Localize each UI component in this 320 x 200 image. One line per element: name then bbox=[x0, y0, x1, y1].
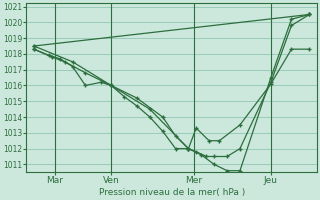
X-axis label: Pression niveau de la mer( hPa ): Pression niveau de la mer( hPa ) bbox=[99, 188, 245, 197]
